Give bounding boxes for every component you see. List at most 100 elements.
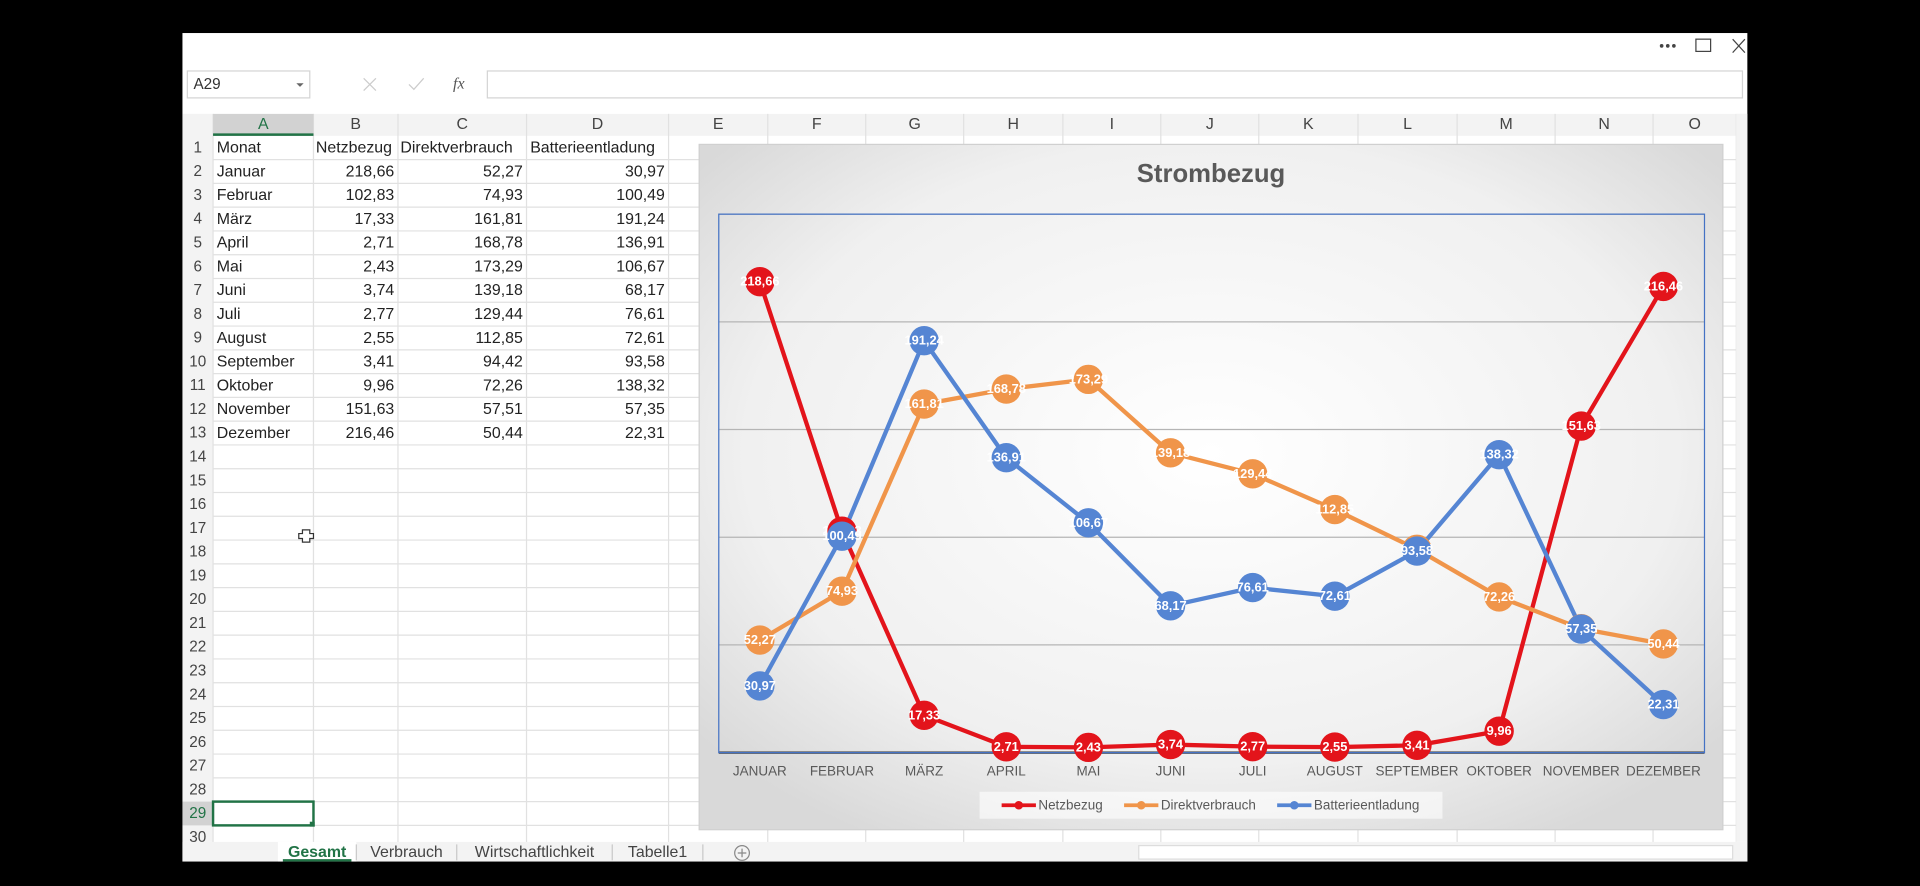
sheet-tab[interactable]: Verbrauch bbox=[370, 844, 443, 861]
sheet-tab[interactable]: Tabelle1 bbox=[628, 844, 687, 861]
cell[interactable]: November bbox=[217, 401, 291, 418]
row-header[interactable]: 1 bbox=[193, 139, 202, 156]
row-header[interactable]: 11 bbox=[190, 377, 206, 394]
horizontal-scrollbar[interactable] bbox=[1138, 845, 1734, 860]
cell[interactable]: 76,61 bbox=[625, 306, 665, 323]
cell[interactable]: 168,78 bbox=[474, 235, 523, 252]
legend-label[interactable]: Batterieentladung bbox=[1314, 797, 1420, 812]
row-header[interactable]: 18 bbox=[189, 544, 206, 561]
cell[interactable]: 216,46 bbox=[346, 425, 395, 442]
cell[interactable]: 191,24 bbox=[616, 211, 665, 228]
cell[interactable]: 94,42 bbox=[483, 354, 523, 371]
cell[interactable]: September bbox=[217, 354, 296, 371]
cell[interactable]: 93,58 bbox=[625, 354, 665, 371]
row-header[interactable]: 8 bbox=[193, 306, 202, 323]
cell[interactable]: 9,96 bbox=[363, 377, 394, 394]
row-header[interactable]: 29 bbox=[189, 805, 206, 822]
header-cell[interactable]: Monat bbox=[217, 140, 262, 157]
cell[interactable]: 3,74 bbox=[363, 282, 394, 299]
cell[interactable]: März bbox=[217, 211, 252, 228]
row-header[interactable]: 22 bbox=[189, 639, 206, 656]
row-header[interactable]: 6 bbox=[193, 258, 202, 275]
column-header[interactable]: I bbox=[1110, 116, 1114, 133]
cell[interactable]: Mai bbox=[217, 258, 243, 275]
sheet-tab[interactable]: Gesamt bbox=[288, 844, 347, 861]
cell[interactable]: 2,71 bbox=[363, 235, 394, 252]
cell[interactable]: Februar bbox=[217, 187, 273, 204]
column-header[interactable]: F bbox=[812, 116, 822, 133]
row-header[interactable]: 23 bbox=[189, 662, 206, 679]
column-header[interactable]: C bbox=[456, 116, 468, 133]
more-dot[interactable] bbox=[1665, 44, 1670, 48]
row-header[interactable]: 7 bbox=[193, 282, 202, 299]
column-header[interactable]: B bbox=[350, 116, 361, 133]
name-box-arrow[interactable] bbox=[296, 83, 304, 87]
cell[interactable]: 2,77 bbox=[363, 306, 394, 323]
row-header[interactable]: 21 bbox=[189, 615, 206, 632]
cell[interactable]: 136,91 bbox=[616, 235, 665, 252]
cell[interactable]: 57,35 bbox=[625, 401, 665, 418]
header-cell[interactable]: Netzbezug bbox=[316, 140, 392, 157]
legend-label[interactable]: Direktverbrauch bbox=[1161, 797, 1256, 812]
cell[interactable]: 2,43 bbox=[363, 258, 394, 275]
cell[interactable]: 68,17 bbox=[625, 282, 665, 299]
cell[interactable]: 72,61 bbox=[625, 330, 665, 347]
cell[interactable]: Juni bbox=[217, 282, 246, 299]
cell[interactable]: 139,18 bbox=[474, 282, 523, 299]
column-header[interactable]: J bbox=[1206, 116, 1214, 133]
column-header[interactable]: G bbox=[909, 116, 921, 133]
column-header[interactable]: N bbox=[1598, 116, 1610, 133]
column-header[interactable]: M bbox=[1499, 116, 1512, 133]
cell[interactable]: Dezember bbox=[217, 425, 291, 442]
add-sheet-button[interactable] bbox=[734, 845, 750, 861]
row-header[interactable]: 2 bbox=[193, 163, 202, 180]
cell[interactable]: 100,49 bbox=[616, 187, 665, 204]
cell[interactable]: 74,93 bbox=[483, 187, 523, 204]
column-header[interactable]: D bbox=[592, 116, 604, 133]
more-dot[interactable] bbox=[1659, 44, 1664, 48]
row-header[interactable]: 15 bbox=[189, 472, 206, 489]
formula-input[interactable] bbox=[486, 70, 1744, 99]
cell[interactable]: 173,29 bbox=[474, 258, 523, 275]
cell[interactable]: 3,41 bbox=[363, 354, 394, 371]
cell[interactable]: 50,44 bbox=[483, 425, 523, 442]
row-header[interactable]: 5 bbox=[193, 234, 202, 251]
more-dot[interactable] bbox=[1672, 44, 1676, 48]
sheet-tab[interactable]: Wirtschaftlichkeit bbox=[475, 844, 595, 861]
column-header[interactable]: K bbox=[1303, 116, 1314, 133]
row-header[interactable]: 27 bbox=[189, 758, 206, 775]
cell[interactable]: 138,32 bbox=[616, 377, 665, 394]
name-box[interactable] bbox=[186, 70, 311, 99]
legend-label[interactable]: Netzbezug bbox=[1038, 797, 1102, 812]
cell[interactable]: 218,66 bbox=[346, 163, 395, 180]
cell[interactable]: 112,85 bbox=[475, 330, 523, 347]
column-header[interactable]: H bbox=[1008, 116, 1020, 133]
column-header[interactable]: A bbox=[258, 116, 269, 133]
restore-button[interactable] bbox=[1695, 38, 1712, 53]
column-header[interactable]: E bbox=[713, 116, 724, 133]
header-cell[interactable]: Direktverbrauch bbox=[400, 140, 512, 157]
cell[interactable]: Juli bbox=[217, 306, 241, 323]
row-header[interactable]: 3 bbox=[193, 187, 202, 204]
row-header[interactable]: 17 bbox=[189, 520, 206, 537]
cell[interactable]: 17,33 bbox=[354, 211, 394, 228]
row-header[interactable]: 14 bbox=[189, 448, 207, 465]
enter-icon[interactable] bbox=[408, 77, 425, 91]
row-header[interactable]: 24 bbox=[189, 686, 207, 703]
vertical-scrollbar[interactable] bbox=[1736, 113, 1748, 842]
cell[interactable]: 22,31 bbox=[625, 425, 665, 442]
chart-area[interactable] bbox=[698, 143, 1724, 831]
column-header[interactable]: O bbox=[1689, 116, 1701, 133]
cell[interactable]: 2,55 bbox=[363, 330, 394, 347]
row-header[interactable]: 19 bbox=[189, 567, 206, 584]
row-header[interactable]: 4 bbox=[193, 211, 202, 228]
row-header[interactable]: 28 bbox=[189, 781, 206, 798]
row-header[interactable]: 16 bbox=[189, 496, 206, 513]
cancel-icon[interactable] bbox=[363, 77, 377, 91]
cell[interactable]: 106,67 bbox=[616, 258, 665, 275]
cell[interactable]: 72,26 bbox=[483, 377, 523, 394]
row-header[interactable]: 20 bbox=[189, 591, 206, 608]
cell[interactable]: 151,63 bbox=[346, 401, 395, 418]
row-header[interactable]: 10 bbox=[189, 353, 206, 370]
cell[interactable]: 129,44 bbox=[474, 306, 523, 323]
